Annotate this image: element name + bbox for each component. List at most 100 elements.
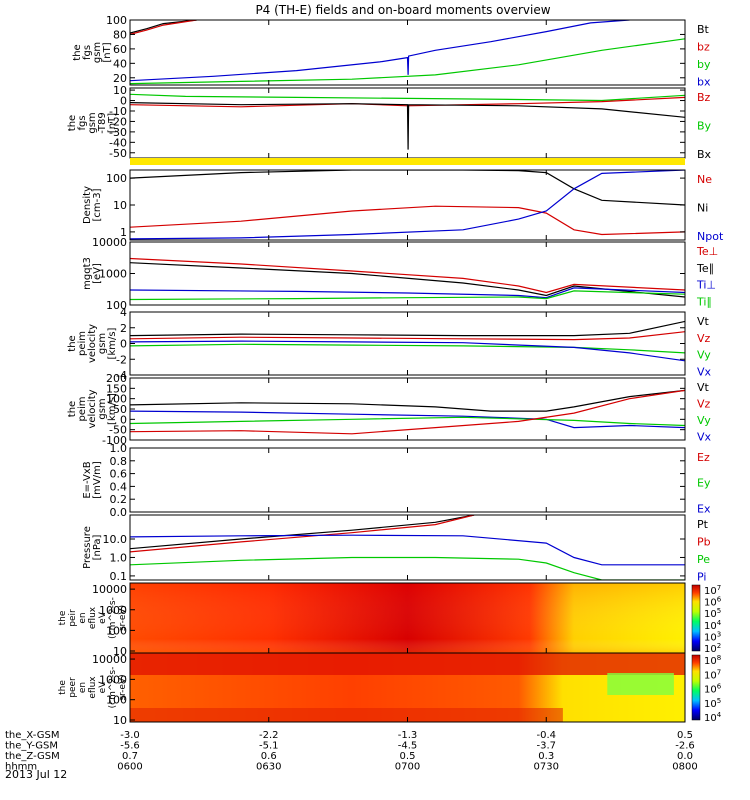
y-tick-label: 100 [106,299,127,312]
colorbar-tick-label: 105 [704,607,721,620]
y-tick-label: 100 [106,393,127,406]
y-axis-label: E=-VxB[mV/m] [82,461,103,499]
x-axis-value: 0600 [117,762,142,773]
x-axis-value: -4.5 [398,741,418,752]
x-axis-value: -3.7 [536,741,556,752]
series-line-temperature-1 [130,262,685,298]
series-line-fgs-dtrend-2 [130,102,685,150]
y-tick-label: 100 [106,172,127,185]
spectrogram-panels: 10000 1000 100 10 thepeirenefluxeV(cm^2-s-sr… [58,582,722,727]
colorbar-tick-label: 102 [704,642,721,655]
y-tick-label: 2 [120,322,127,335]
x-axis-value: 0.5 [400,751,416,762]
panel-pressure: 10.0 1.0 0.1 Pressure[nPa] Pt Pb Pe Pi [82,514,711,583]
panel-eflux-velocity: 4 2 0 -2 -4 thepeimvelocitygsm[km/s] Vt Vz Vy Vx [67,306,712,382]
y-tick-label: 100 [106,624,127,637]
x-axis-value: 0800 [672,762,697,773]
series-line-pressure-1 [130,515,475,553]
series-line-pressure-0 [130,515,475,550]
legend-entry: By [697,120,712,133]
spectrogram-electron-eflux: 10000 1000 100 10 thepeerenefluxeV(cm^2-s-sr… [58,652,722,727]
panel-fgs-dtrend: 100-10-20-30-40-50 thefgsgsm-T89[nT] Bz By B… [67,84,712,161]
y-tick-label: 0 [120,338,127,351]
y-tick-label: 10 [113,84,127,97]
legend-entry: Bz [697,91,711,104]
colorbar-tick-label: 104 [704,619,722,632]
series-line-fgs-mag-0 [130,20,197,34]
x-axis-row-label: hhmm [5,762,37,773]
colorbar-tick-label: 107 [704,584,721,597]
y-tick-label: -4 [116,369,127,382]
legend-entry: bz [697,40,710,53]
series-line-ion-velocity-3 [130,389,685,435]
series-line-temperature-3 [130,290,685,301]
series-line-fgs-mag-2 [130,38,685,85]
legend-entry: Npot [697,230,724,243]
x-axis-value: -3.0 [120,730,140,741]
y-axis-label: thepeirenefluxeV(cm^2-s-sr-eV) [58,597,128,639]
x-axis-value: 0730 [534,762,559,773]
series-line-density-2 [130,170,685,240]
colorbar-tick-label: 106 [704,683,722,696]
status-bar [130,158,685,165]
y-axis-label: thefgsgsm[nT] [72,42,113,63]
colorbar [691,654,701,721]
legend-entry: Vx [697,365,712,378]
y-tick-label: 10000 [92,583,127,596]
y-tick-label: 80 [113,28,127,41]
figure-title: P4 (TH-E) fields and on-board moments ov… [255,3,550,17]
x-axis-value: 0.7 [122,751,138,762]
legend-entry: Vx [697,430,712,443]
y-tick-label: 20 [113,72,127,85]
y-tick-label: -100 [102,434,127,447]
y-axis-label: thepeimvelocitygsm[km/s] [67,389,118,428]
series-line-eflux-velocity-1 [130,331,685,341]
y-tick-label: 10000 [92,236,127,249]
colorbar-tick-label: 106 [704,596,722,609]
y-tick-label: 10 [113,714,127,727]
series-line-eflux-velocity-3 [130,340,685,362]
series-line-eflux-velocity-0 [130,320,685,337]
y-tick-label: 100 [106,694,127,707]
y-axis-label: thepeerenefluxeV(cm^2-s-sr-eV) [58,667,128,709]
x-axis-value: 0.3 [538,751,554,762]
y-tick-label: 10.0 [103,533,128,546]
y-tick-label: 0 [120,95,127,108]
series-line-ion-velocity-0 [130,389,685,412]
colorbar [691,584,701,652]
legend-entry: Vz [697,332,711,345]
legend-entry: by [697,58,711,71]
colorbar-tick-label: 104 [704,711,722,724]
y-tick-label: -40 [109,136,127,149]
legend-entry: Vy [697,414,711,427]
legend-entry: Pt [697,518,709,531]
y-tick-label: 1000 [99,673,127,686]
legend-entry: Pi [697,570,706,583]
y-tick-label: 1.0 [110,442,128,455]
legend-entry: Ti⊥ [696,279,716,292]
y-tick-label: 0 [120,413,127,426]
y-tick-label: 1000 [99,604,127,617]
series-line-eflux-velocity-2 [130,343,685,354]
y-tick-label: 10 [113,645,127,658]
y-axis-label: mgqt3[eV] [82,257,103,290]
colorbar-tick-label: 103 [704,630,721,643]
legend-entry: Vz [697,397,711,410]
y-tick-label: -20 [109,115,127,128]
y-axis-label: thefgsgsm-T89[nT] [67,112,118,134]
x-axis-value: -5.1 [259,741,279,752]
panel-frame [129,447,686,513]
y-tick-label: 200 [106,372,127,385]
legend-entry: Pb [697,535,711,548]
legend-entry: Bt [697,23,710,36]
series-line-temperature-0 [130,257,685,294]
series-line-temperature-2 [130,287,685,299]
colorbar-tick-label: 108 [704,654,721,667]
y-tick-label: 40 [113,57,127,70]
legend-entry: Ni [697,202,708,215]
x-axis-row-label: the_Z-GSM [5,751,60,762]
legend-entry: Ti∥ [696,295,712,308]
x-axis-value: 0630 [256,762,281,773]
panel-frame [129,169,686,241]
